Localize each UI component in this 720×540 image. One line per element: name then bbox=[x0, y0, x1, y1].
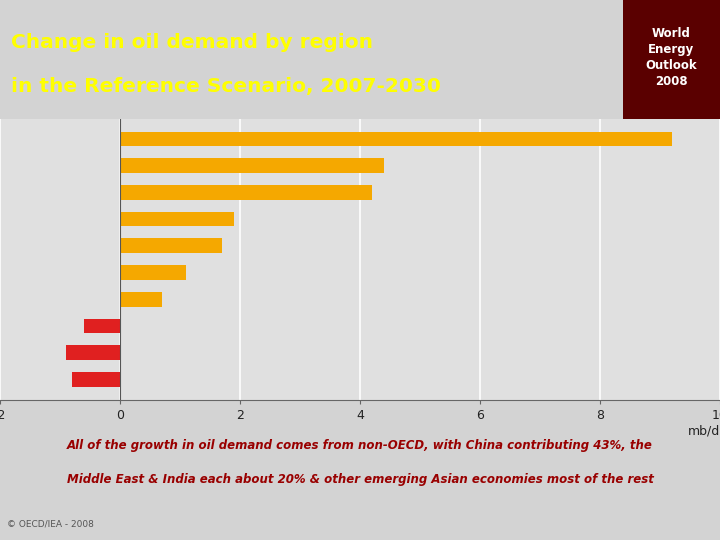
Bar bbox=[120, 292, 162, 307]
Text: Middle East & India each about 20% & other emerging Asian economies most of the : Middle East & India each about 20% & oth… bbox=[66, 472, 654, 485]
Text: World
Energy
Outlook
2008: World Energy Outlook 2008 bbox=[646, 26, 697, 87]
Text: in the Reference Scenario, 2007-2030: in the Reference Scenario, 2007-2030 bbox=[11, 77, 441, 96]
Bar bbox=[120, 265, 186, 280]
Text: © OECD/IEA - 2008: © OECD/IEA - 2008 bbox=[7, 520, 94, 529]
Bar bbox=[120, 132, 672, 146]
Bar bbox=[72, 372, 120, 387]
Bar bbox=[66, 346, 120, 360]
Bar bbox=[120, 185, 372, 200]
Bar bbox=[623, 0, 720, 119]
Text: All of the growth in oil demand comes from non-OECD, with China contributing 43%: All of the growth in oil demand comes fr… bbox=[67, 439, 653, 452]
Bar bbox=[120, 239, 222, 253]
Bar bbox=[120, 212, 234, 226]
Bar bbox=[120, 158, 384, 173]
Bar bbox=[84, 319, 120, 333]
Text: mb/d: mb/d bbox=[688, 425, 720, 438]
Text: Change in oil demand by region: Change in oil demand by region bbox=[11, 33, 373, 52]
